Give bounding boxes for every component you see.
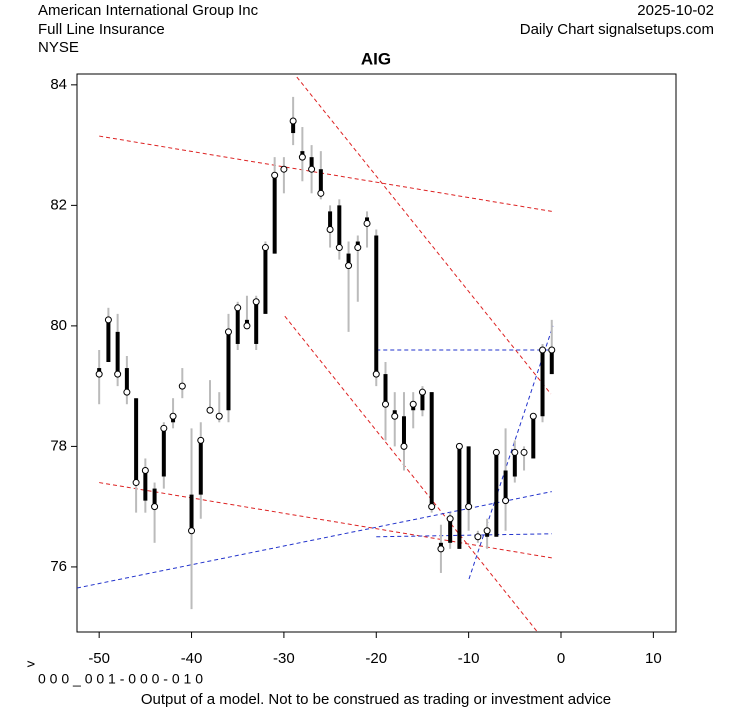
close-marker [391,412,399,420]
trend-line [99,482,552,559]
close-marker [169,412,177,420]
close-marker [418,388,426,396]
trend-line [76,491,552,589]
trend-line [376,533,552,538]
close-marker [335,244,343,252]
header-right: 2025-10-02 [637,2,714,19]
header-left: NYSE [38,39,79,56]
close-marker [261,244,269,252]
trend-line [99,135,552,212]
close-marker [400,442,408,450]
y-tick-label: 80 [50,317,67,334]
close-marker [188,527,196,535]
close-marker [502,497,510,505]
close-marker [252,298,260,306]
x-tick-label: -30 [273,650,295,667]
close-marker [520,448,528,456]
close-marker [539,346,547,354]
close-marker [437,545,445,553]
trend-line [296,76,552,395]
close-marker [455,442,463,450]
x-tick-label: -20 [365,650,387,667]
close-marker [465,503,473,511]
x-tick-label: -40 [181,650,203,667]
close-marker [446,515,454,523]
close-marker [280,165,288,173]
close-marker [382,400,390,408]
x-tick-label: -50 [88,650,110,667]
close-marker [95,370,103,378]
close-marker [141,467,149,475]
close-marker [326,225,334,233]
close-marker [178,382,186,390]
header-left: American International Group Inc [38,2,259,19]
close-marker [428,503,436,511]
trend-line [284,315,538,632]
close-marker [363,219,371,227]
model-code: 0 0 0 _ 0 0 1 - 0 0 0 - 0 1 0 [38,671,203,687]
close-marker [271,171,279,179]
close-marker [354,244,362,252]
close-marker [123,388,131,396]
x-tick-label: 10 [645,650,662,667]
x-tick-label: 0 [557,650,565,667]
close-marker [197,436,205,444]
close-marker [132,479,140,487]
y-tick-label: 78 [50,437,67,454]
close-marker [529,412,537,420]
x-tick-label: -10 [458,650,480,667]
close-marker [224,328,232,336]
chart-title: AIG [361,49,391,68]
close-marker [151,503,159,511]
close-marker [289,117,297,125]
close-marker [308,165,316,173]
close-marker [548,346,556,354]
close-marker [511,448,519,456]
close-marker [317,189,325,197]
close-marker [243,322,251,330]
close-marker [372,370,380,378]
close-marker [206,406,214,414]
close-marker [298,153,306,161]
close-marker [104,316,112,324]
y-tick-label: 84 [50,76,67,93]
close-marker [345,262,353,270]
close-marker [234,304,242,312]
y-tick-label: 82 [50,196,67,213]
close-marker [114,370,122,378]
close-marker [160,424,168,432]
header-right: Daily Chart signalsetups.com [520,21,714,38]
close-marker [474,533,482,541]
header-left: Full Line Insurance [38,21,165,38]
disclaimer: Output of a model. Not to be construed a… [141,691,611,708]
y-axis-label: v [22,660,37,667]
close-marker [492,448,500,456]
close-marker [215,412,223,420]
y-tick-label: 76 [50,558,67,575]
close-marker [483,527,491,535]
trend-line [468,325,554,580]
close-marker [409,400,417,408]
